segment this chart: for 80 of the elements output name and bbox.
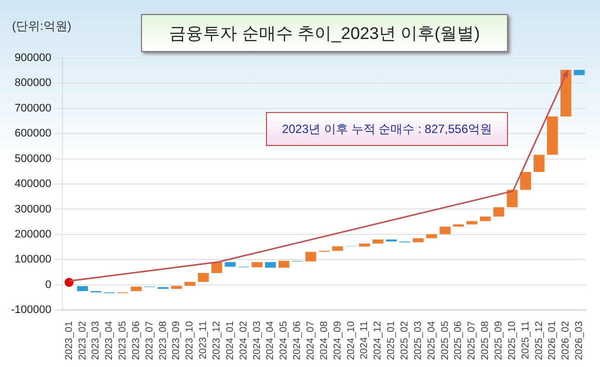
bar [466, 221, 478, 224]
x-tick-label: 2026_03 [574, 320, 586, 360]
bar [520, 172, 532, 190]
bar [506, 190, 518, 208]
text: (단위:억원) [12, 18, 72, 35]
bar [480, 216, 491, 222]
bar [130, 286, 142, 292]
x-tick-label: 2023_02 [77, 320, 88, 360]
bar [412, 238, 424, 242]
x-tick-label: 2025_07 [466, 320, 478, 360]
bar [278, 260, 290, 268]
x-tick-label: 2025_02 [399, 320, 410, 360]
bar [574, 70, 585, 76]
bar [224, 262, 236, 267]
bar [252, 262, 262, 268]
annotation: 2023년 이후 누적 순매수 : 827,556억원 [266, 112, 508, 146]
y-tick-label: -100000 [10, 304, 52, 316]
bar [372, 239, 384, 244]
x-tick-label: 2025_09 [493, 320, 504, 360]
bar [265, 262, 276, 268]
y-tick-label: 300000 [14, 203, 52, 216]
x-tick-label: 2024_05 [278, 320, 290, 360]
bar [184, 282, 196, 286]
bar [440, 226, 450, 234]
x-tick-label: 2025_12 [534, 320, 545, 360]
bar [77, 286, 88, 292]
x-tick-label: 2024_03 [252, 320, 263, 360]
x-tick-label: 2024_12 [372, 320, 384, 360]
y-tick-label: 0 [45, 278, 52, 291]
bar [560, 70, 572, 116]
bar [171, 286, 182, 289]
x-tick-label: 2023_06 [130, 320, 142, 360]
chart-title: 금융투자 순매수 추이_2023년 이후(월별) [141, 14, 508, 52]
x-tick-label: 2024_02 [238, 320, 250, 360]
x-tick-label: 2024_08 [318, 320, 330, 360]
y-tick-label: 700000 [14, 102, 52, 114]
x-tick-label: 2025_03 [412, 320, 424, 360]
x-tick-label: 2023_10 [184, 320, 196, 360]
x-tick-label: 2024_04 [265, 320, 276, 360]
bar [198, 273, 209, 282]
y-tick-label: 200000 [14, 228, 52, 240]
bar [211, 262, 222, 274]
x-tick-label: 2024_01 [224, 320, 236, 360]
x-tick-label: 2023_11 [198, 320, 210, 360]
y-tick-label: 400000 [14, 178, 52, 190]
x-tick-label: 2025_01 [386, 320, 398, 360]
x-tick-label: 2026_01 [547, 320, 558, 360]
x-tick-label: 2023_04 [104, 320, 116, 360]
bar [386, 239, 397, 242]
x-tick-label: 2023_12 [212, 320, 223, 360]
x-tick-label: 2024_11 [359, 320, 370, 360]
x-tick-label: 2025_10 [506, 320, 518, 360]
x-tick-label: 2025_05 [440, 320, 451, 360]
x-tick-label: 2023_09 [171, 320, 182, 360]
x-tick-label: 2024_06 [292, 320, 304, 360]
bar [426, 234, 438, 238]
x-tick-label: 2025_11 [520, 320, 532, 360]
x-tick-label: 2026_02 [560, 320, 572, 360]
y-tick-label: 100000 [14, 254, 52, 266]
y-tick-label: 600000 [14, 128, 52, 140]
y-tick-label: 500000 [14, 152, 52, 165]
bar [546, 116, 558, 155]
x-tick-label: 2024_09 [332, 320, 344, 360]
bar [332, 246, 344, 251]
y-tick-label: 900000 [14, 52, 52, 64]
y-tick-label: 800000 [14, 77, 52, 90]
x-tick-label: 2023_08 [158, 320, 169, 360]
bar [534, 154, 544, 172]
x-tick-label: 2024_07 [306, 320, 317, 360]
x-tick-label: 2023_03 [90, 320, 102, 360]
x-tick-label: 2025_06 [453, 320, 464, 360]
bar [305, 252, 316, 262]
x-tick-label: 2023_07 [144, 320, 156, 360]
x-tick-label: 2023_05 [118, 320, 129, 360]
x-tick-label: 2024_10 [346, 320, 357, 360]
bar [359, 244, 370, 247]
x-tick-label: 2025_04 [426, 320, 438, 360]
x-tick-label: 2025_08 [480, 320, 492, 360]
x-tick-label: 2023_01 [64, 320, 75, 360]
bar [493, 207, 504, 217]
